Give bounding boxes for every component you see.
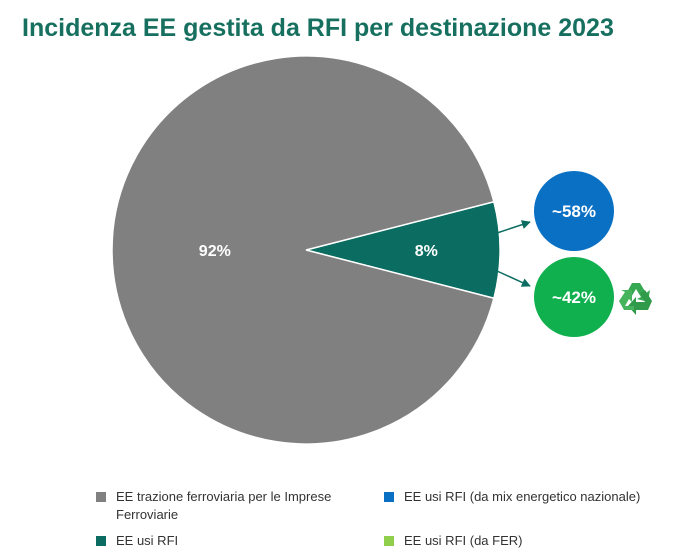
arrow-to-mix [496, 220, 531, 234]
bubble-mix [534, 171, 614, 251]
pie-data-label: 8% [415, 243, 438, 260]
bubble-fer-label: ~42% [552, 288, 596, 307]
pie-slice-usi-rfi [305, 200, 501, 300]
recycle-icon [619, 283, 652, 315]
pie-slice-trazione [111, 55, 495, 445]
bubble-fer [534, 257, 614, 337]
pie-slices [111, 55, 501, 445]
arrow-to-fer [496, 270, 531, 287]
chart-title: Incidenza EE gestita da RFI per destinaz… [22, 14, 614, 42]
sub-share-bubbles: ~58% ~42% [534, 171, 614, 337]
bubble-mix-label: ~58% [552, 202, 596, 221]
pie-data-label: 92% [199, 243, 231, 260]
pie-data-labels: 8% 92% [199, 243, 438, 260]
